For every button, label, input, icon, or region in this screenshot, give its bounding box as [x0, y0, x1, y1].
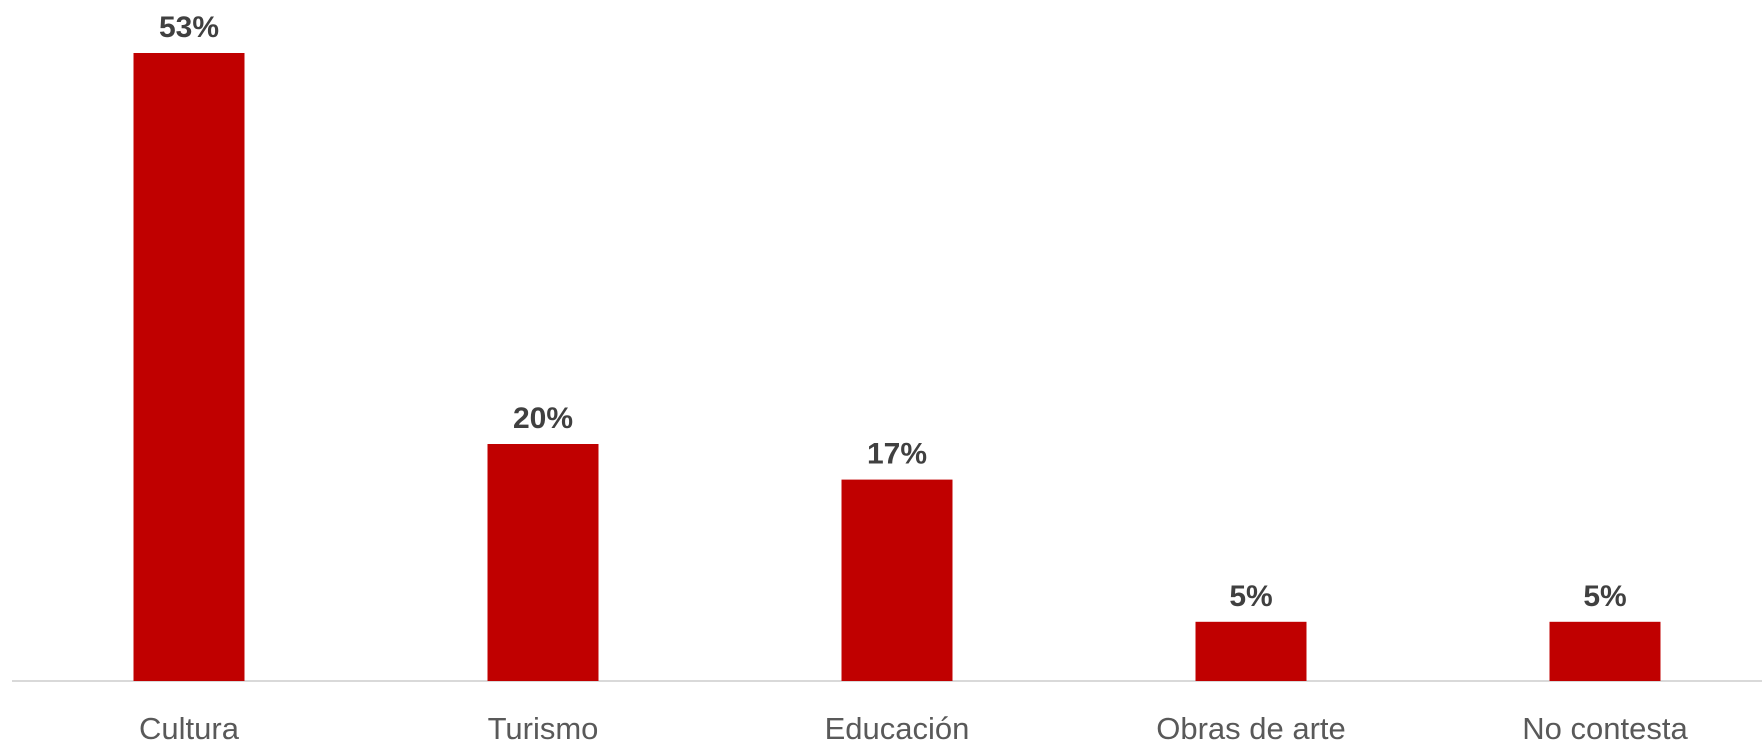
- bar-turismo: [487, 444, 599, 681]
- category-label-educacion: Educación: [825, 711, 970, 746]
- category-label-turismo: Turismo: [488, 711, 599, 746]
- data-label-turismo: 20%: [513, 402, 573, 435]
- category-label-obras-de-arte: Obras de arte: [1156, 711, 1346, 746]
- bar-no-contesta: [1549, 621, 1661, 681]
- bars-group: [133, 53, 1661, 681]
- category-label-cultura: Cultura: [139, 711, 240, 746]
- bar-educacion: [841, 479, 953, 681]
- data-label-educacion: 17%: [867, 438, 927, 471]
- data-label-cultura: 53%: [159, 11, 219, 44]
- bar-obras-de-arte: [1195, 621, 1307, 681]
- bar-cultura: [133, 53, 245, 681]
- value-labels-group: 53% 20% 17% 5% 5%: [159, 11, 1627, 613]
- data-label-obras-de-arte: 5%: [1229, 580, 1272, 613]
- category-labels-group: Cultura Turismo Educación Obras de arte No c…: [139, 711, 1688, 746]
- data-label-no-contesta: 5%: [1583, 580, 1626, 613]
- category-label-no-contesta: No contesta: [1522, 711, 1688, 746]
